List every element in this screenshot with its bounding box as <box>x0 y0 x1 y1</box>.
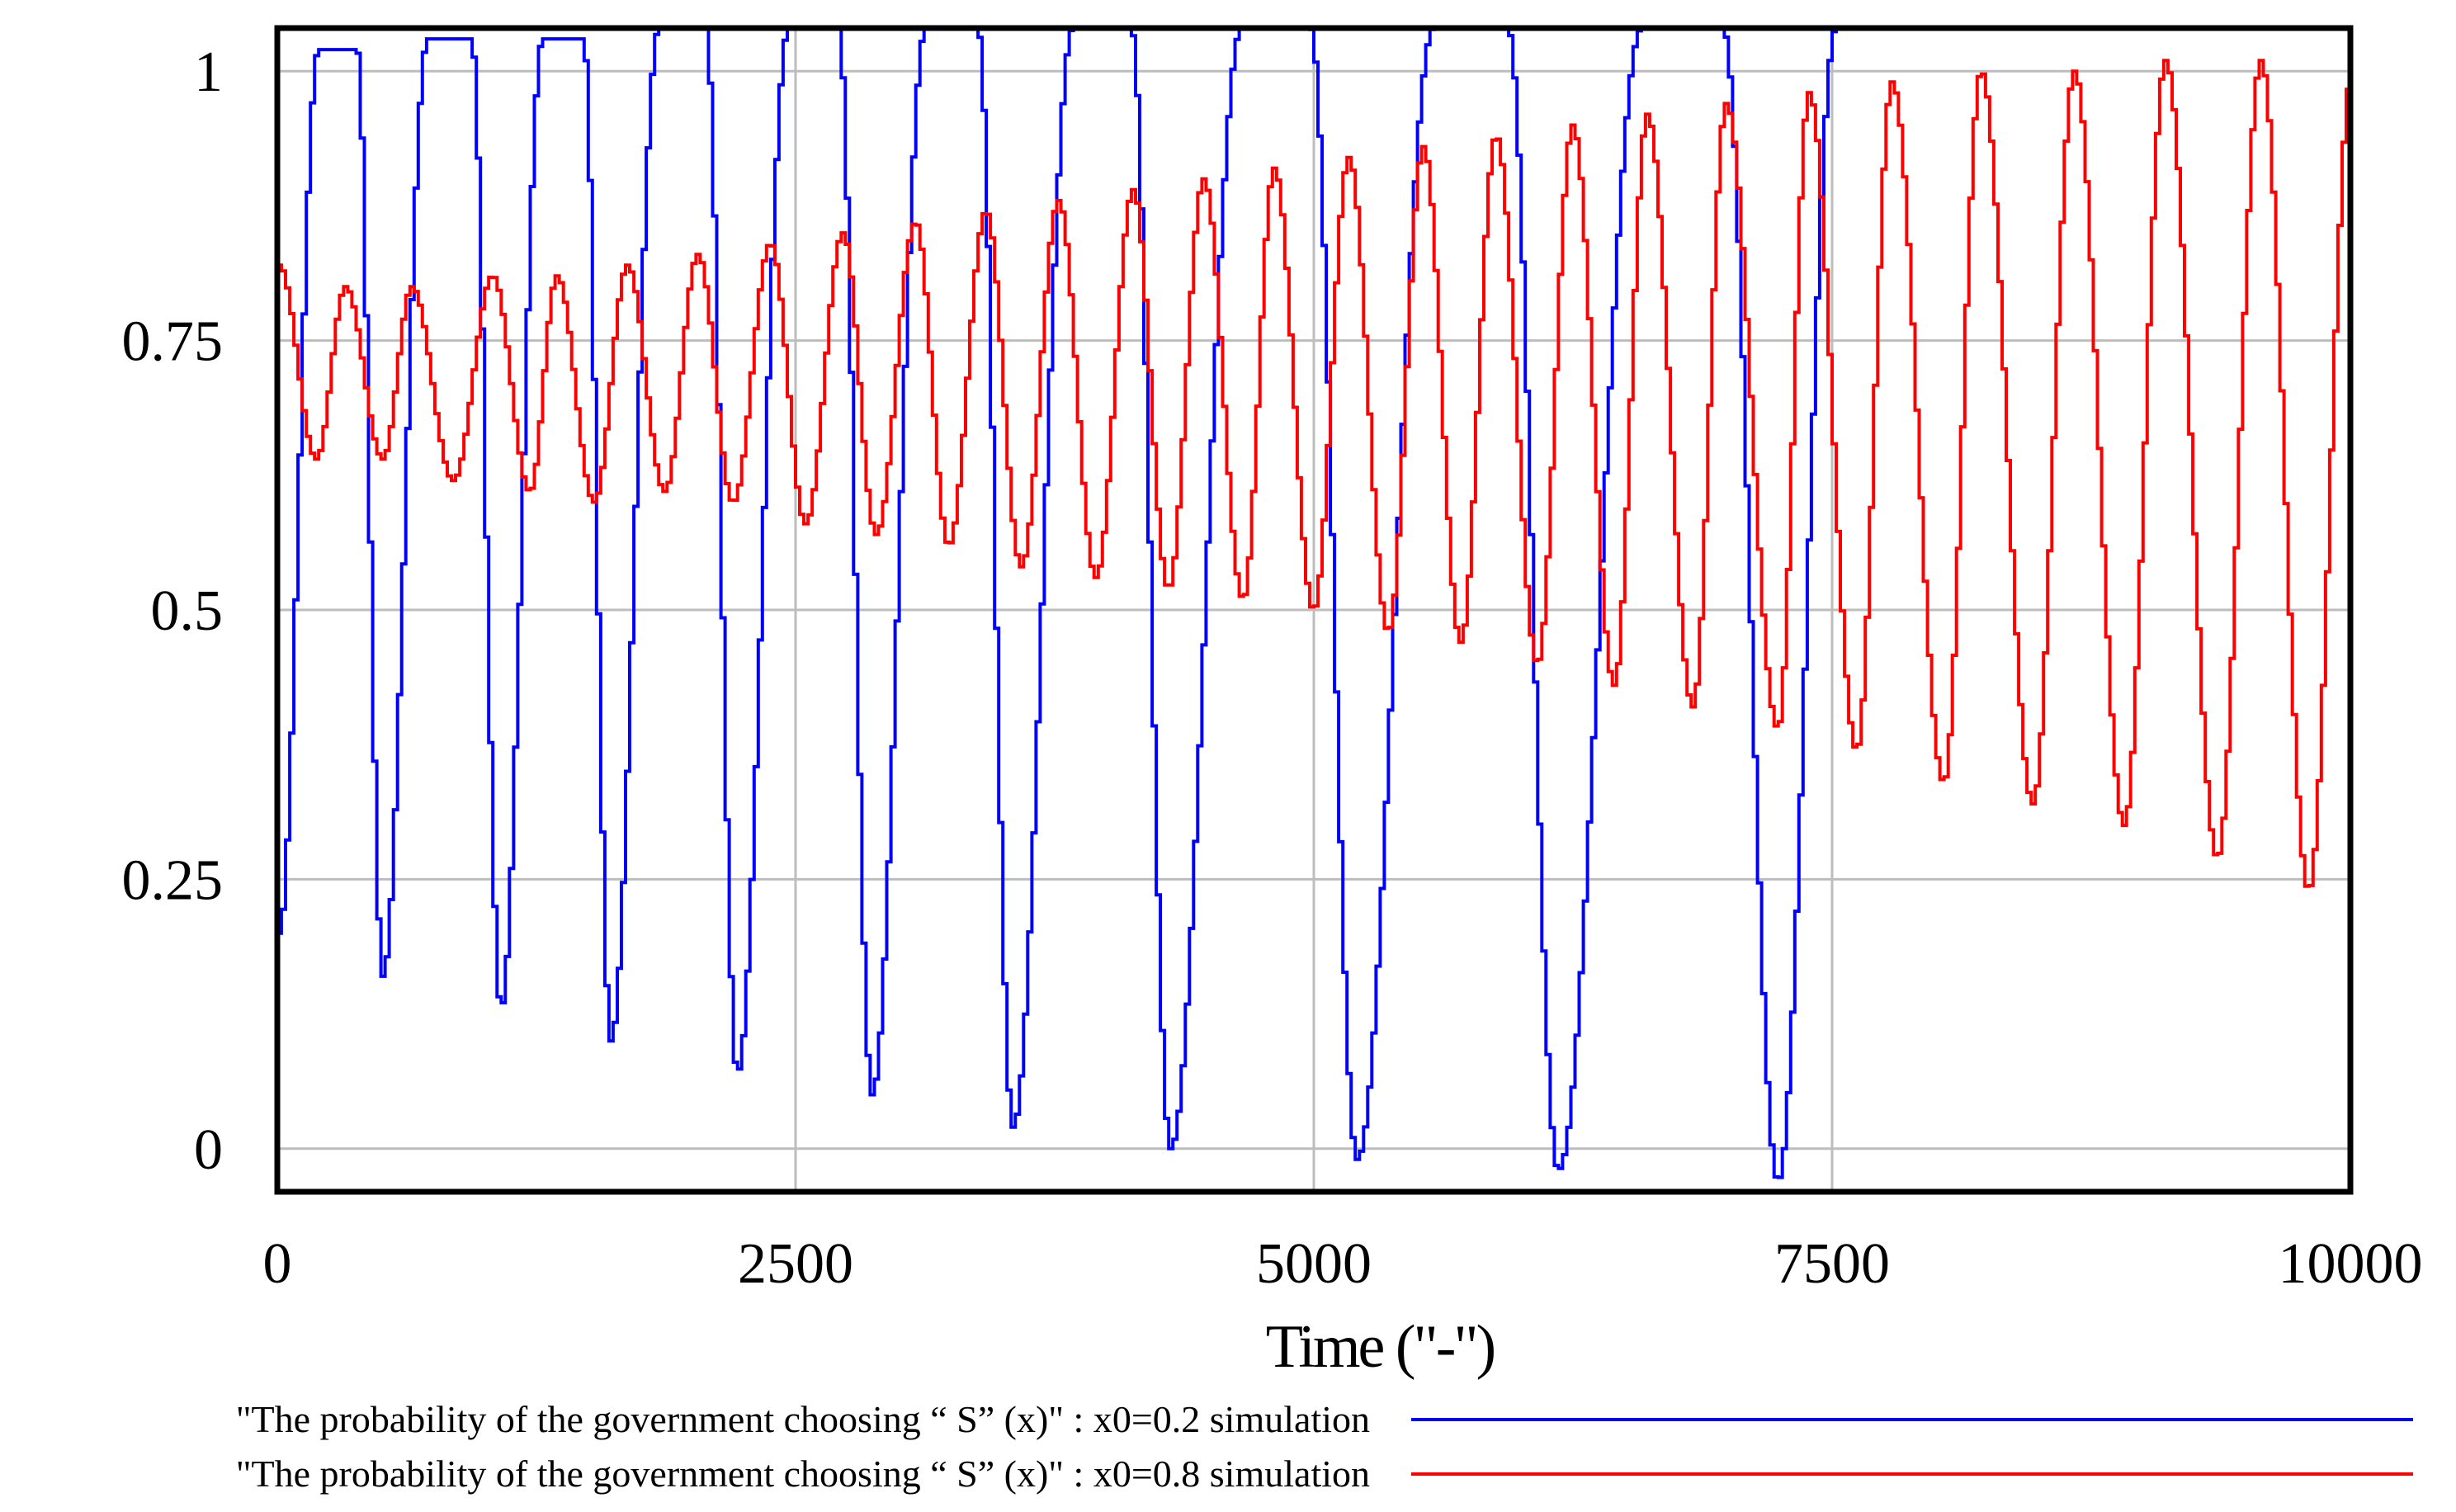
x-tick-label: 0 <box>263 1232 292 1296</box>
legend: "The probability of the government choos… <box>236 1398 2413 1495</box>
x-axis-label: Time ("-") <box>1266 1313 1495 1381</box>
y-tick-label: 0.5 <box>151 579 224 643</box>
legend-label-x0-0.8: "The probability of the government choos… <box>236 1453 1370 1495</box>
y-tick-label: 0 <box>194 1118 223 1182</box>
y-tick-label: 0.25 <box>122 848 224 912</box>
y-tick-label: 0.75 <box>122 310 224 374</box>
plot-frame <box>274 25 2354 1195</box>
series-line-x0-0.8 <box>277 59 2350 888</box>
series-line-x0-0.2 <box>277 28 2350 1179</box>
x-axis-ticks: 0 2500 5000 7500 10000 <box>263 1232 2423 1296</box>
series-layer <box>277 28 2350 1179</box>
y-tick-label: 1 <box>194 40 223 104</box>
y-axis-ticks: 0 0.25 0.5 0.75 1 <box>122 40 224 1182</box>
x-tick-label: 2500 <box>738 1232 853 1296</box>
x-tick-label: 10000 <box>2279 1232 2423 1296</box>
x-tick-label: 5000 <box>1256 1232 1372 1296</box>
x-tick-label: 7500 <box>1774 1232 1890 1296</box>
legend-label-x0-0.2: "The probability of the government choos… <box>236 1398 1370 1440</box>
